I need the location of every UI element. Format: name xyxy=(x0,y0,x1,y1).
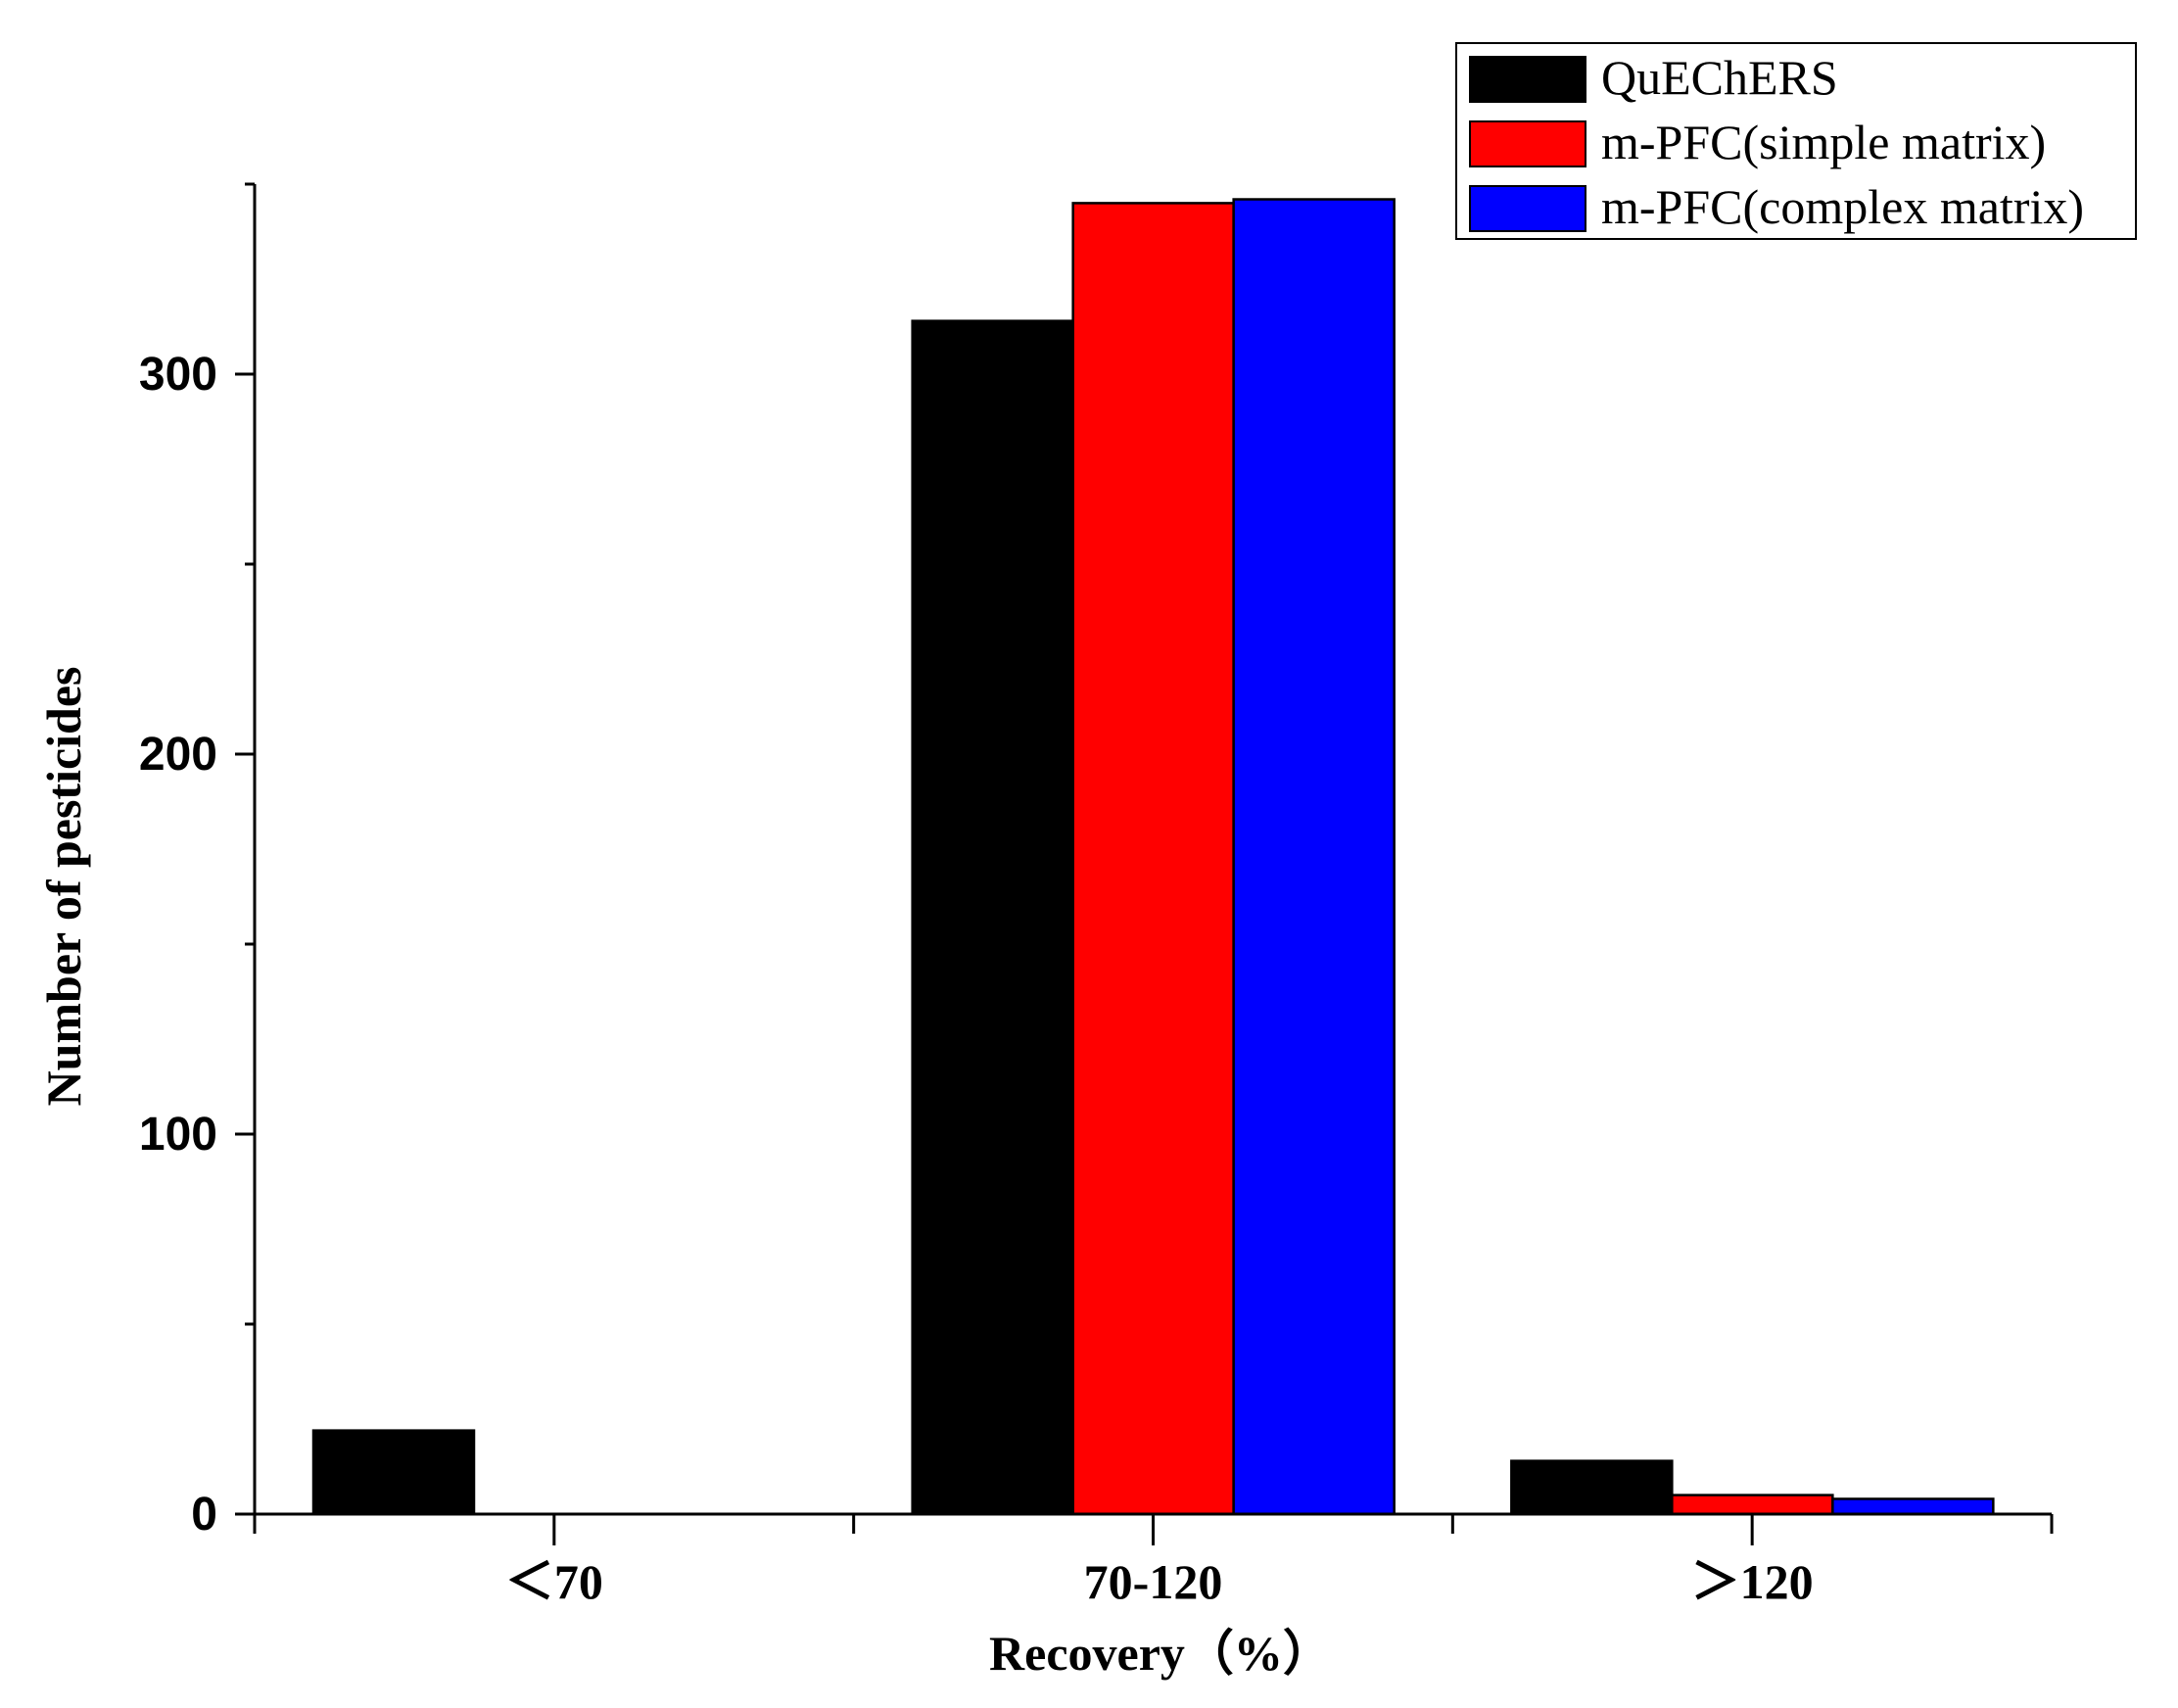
bar-1-2 xyxy=(911,319,1074,1516)
bar-1-1 xyxy=(311,1429,476,1516)
y-tick-label: 0 xyxy=(191,1489,217,1541)
bar-1-3 xyxy=(1510,1459,1674,1516)
legend-label: m-PFC(complex matrix) xyxy=(1601,179,2084,234)
x-tick-label: 70-120 xyxy=(1084,1554,1223,1609)
x-ticks-group: ＜70 70-120 ＞120 xyxy=(253,1514,2054,1609)
legend-label: QuEChERS xyxy=(1601,50,1838,105)
bar-3-2 xyxy=(1232,198,1396,1516)
x-axis-title: Recovery（%） xyxy=(989,1626,1332,1681)
legend-label: m-PFC(simple matrix) xyxy=(1601,115,2046,169)
y-tick-label: 200 xyxy=(139,729,217,781)
legend-swatch xyxy=(1469,56,1586,103)
y-ticks-group: 0 100 200 300 xyxy=(139,182,255,1541)
bar-2-2 xyxy=(1071,202,1235,1516)
bar-3-3 xyxy=(1831,1497,1995,1516)
bars-group xyxy=(311,198,1995,1516)
legend: QuEChERS m-PFC(simple matrix) m-PFC(comple… xyxy=(1455,42,2137,240)
legend-swatch xyxy=(1469,185,1586,232)
y-tick-label: 300 xyxy=(139,349,217,401)
y-axis-title: Number of pesticides xyxy=(36,666,91,1106)
legend-swatch xyxy=(1469,120,1586,167)
x-tick-label: ＜70 xyxy=(505,1554,603,1609)
bar-2-3 xyxy=(1671,1494,1834,1516)
x-tick-label: ＞120 xyxy=(1691,1554,1814,1609)
y-tick-label: 100 xyxy=(139,1109,217,1161)
